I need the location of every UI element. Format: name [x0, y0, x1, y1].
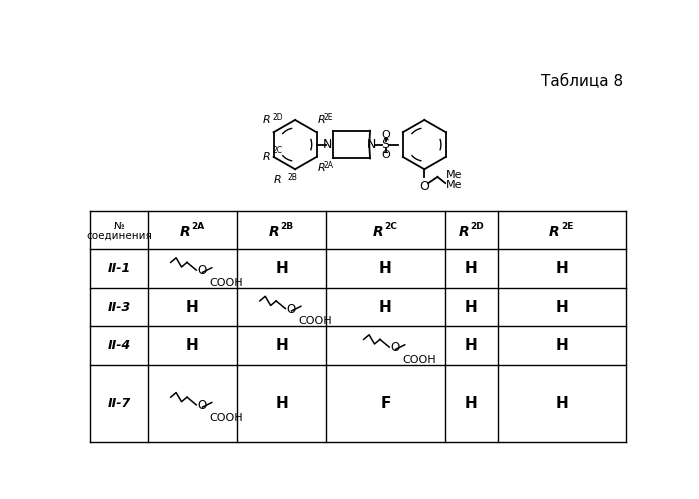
Text: H: H: [556, 299, 568, 314]
Text: H: H: [465, 299, 477, 314]
Text: F: F: [380, 396, 391, 411]
Text: N: N: [367, 138, 376, 151]
Text: 2A: 2A: [324, 161, 333, 170]
Text: COOH: COOH: [403, 355, 436, 365]
Text: O: O: [390, 341, 399, 354]
Text: R: R: [268, 225, 279, 239]
Text: II-1: II-1: [108, 262, 131, 275]
Text: 2C: 2C: [272, 146, 282, 155]
Text: Таблица 8: Таблица 8: [541, 74, 623, 89]
Text: O: O: [286, 303, 296, 316]
Text: 2C: 2C: [384, 222, 398, 231]
Text: O: O: [381, 150, 390, 160]
Text: H: H: [275, 396, 288, 411]
Text: R: R: [263, 152, 271, 162]
Text: H: H: [556, 396, 568, 411]
Text: II-4: II-4: [108, 339, 131, 352]
Text: 2D: 2D: [470, 222, 484, 231]
Text: S: S: [382, 138, 389, 151]
Text: II-3: II-3: [108, 300, 131, 313]
Text: R: R: [273, 175, 281, 186]
Text: соединения: соединения: [86, 231, 152, 241]
Text: N: N: [323, 138, 332, 151]
Text: COOH: COOH: [298, 316, 332, 326]
Text: Me: Me: [446, 170, 463, 180]
Text: O: O: [197, 264, 206, 277]
Text: H: H: [379, 261, 391, 276]
Text: H: H: [186, 338, 199, 353]
Text: 2D: 2D: [272, 113, 282, 122]
Text: R: R: [459, 225, 469, 239]
Text: H: H: [556, 261, 568, 276]
Text: R: R: [318, 115, 326, 125]
Text: II-7: II-7: [108, 397, 131, 410]
Text: H: H: [275, 338, 288, 353]
Text: R: R: [180, 225, 190, 239]
Text: Me: Me: [446, 180, 463, 190]
Text: H: H: [465, 338, 477, 353]
Text: H: H: [465, 396, 477, 411]
Text: O: O: [419, 180, 429, 193]
Text: R: R: [318, 163, 326, 173]
Text: №: №: [114, 221, 124, 231]
Text: 2E: 2E: [561, 222, 574, 231]
Text: R: R: [549, 225, 560, 239]
Text: O: O: [197, 399, 206, 412]
Text: 2A: 2A: [192, 222, 205, 231]
Text: H: H: [186, 299, 199, 314]
Text: COOH: COOH: [210, 278, 243, 288]
Text: R: R: [263, 115, 271, 125]
Text: H: H: [465, 261, 477, 276]
Text: 2E: 2E: [324, 113, 333, 122]
Text: H: H: [275, 261, 288, 276]
Text: H: H: [379, 299, 391, 314]
Text: COOH: COOH: [210, 413, 243, 423]
Text: O: O: [381, 130, 390, 140]
Text: R: R: [373, 225, 383, 239]
Text: 2B: 2B: [287, 173, 297, 182]
Text: 2B: 2B: [281, 222, 294, 231]
Text: H: H: [556, 338, 568, 353]
